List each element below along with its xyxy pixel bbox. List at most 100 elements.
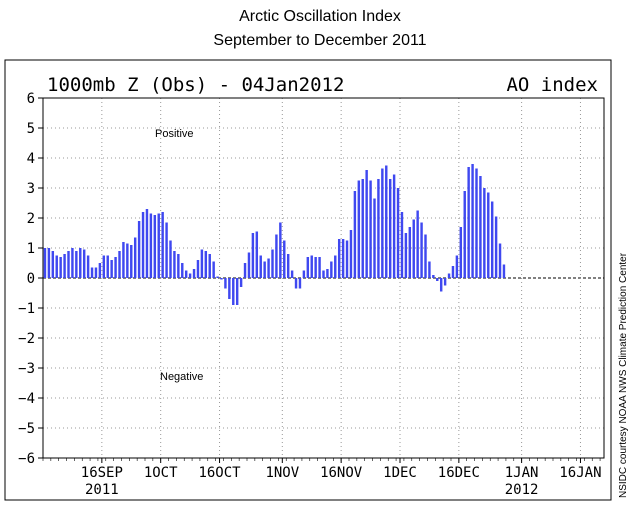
ao-bar	[467, 167, 470, 278]
x-tick-label: 16JAN	[559, 465, 601, 481]
ao-bar	[247, 252, 251, 278]
x-tick-sublabel: 2012	[505, 482, 539, 498]
ao-bar	[330, 261, 333, 278]
ao-bar	[188, 273, 192, 278]
ao-bar	[145, 209, 149, 278]
ao-bar	[373, 198, 376, 278]
ao-bar	[43, 248, 47, 278]
annotation-positive: Positive	[155, 128, 194, 140]
ao-bar	[310, 255, 313, 278]
ao-bar	[243, 263, 247, 278]
ao-bar	[275, 234, 278, 278]
ao-bar	[290, 270, 294, 278]
ao-bar	[439, 278, 443, 292]
x-tick-label: 16NOV	[320, 465, 363, 481]
ao-bar	[212, 261, 215, 278]
ao-bar	[451, 266, 455, 278]
ao-bar	[157, 213, 160, 278]
x-tick-label: 1NOV	[265, 465, 299, 481]
y-tick-label: 5	[27, 121, 35, 137]
ao-bar	[443, 278, 447, 286]
header-left: 1000mb Z (Obs) - 04Jan2012	[47, 74, 344, 96]
annotation-negative: Negative	[160, 371, 203, 383]
ao-bar	[388, 179, 392, 278]
ao-bar	[416, 210, 419, 278]
ao-bar	[181, 263, 184, 278]
ao-bar	[177, 254, 180, 278]
ao-bar	[149, 213, 153, 278]
ao-bar	[385, 165, 388, 278]
ao-bar	[392, 174, 396, 278]
ao-bar	[63, 254, 66, 278]
ao-bar	[86, 255, 90, 278]
x-tick-label: 16DEC	[438, 465, 480, 481]
ao-bar	[404, 233, 408, 278]
ao-bar	[353, 191, 357, 278]
ao-bar	[239, 278, 243, 287]
ao-bar	[490, 201, 494, 278]
credit-text: NSIDC courtesy NOAA NWS Climate Predicti…	[618, 252, 629, 498]
ao-bar	[502, 264, 506, 278]
ao-bar	[126, 243, 129, 278]
ao-bar	[71, 248, 74, 278]
ao-bar	[412, 219, 415, 278]
ao-bar	[47, 248, 51, 278]
ao-bar	[165, 222, 168, 278]
ao-bar	[102, 255, 106, 278]
ao-bar	[235, 278, 239, 305]
ao-bar	[424, 234, 427, 278]
ao-bar	[98, 263, 102, 278]
y-tick-label: 0	[27, 271, 35, 287]
x-tick-label: 16SEP	[81, 465, 123, 481]
x-tick-sublabel: 2011	[85, 482, 119, 498]
ao-bar	[294, 278, 298, 289]
y-tick-label: 4	[27, 151, 35, 167]
ao-bar	[79, 248, 82, 278]
ao-bar	[322, 270, 325, 278]
ao-bar	[224, 278, 227, 289]
ao-bar	[267, 258, 270, 278]
ao-bar	[279, 222, 282, 278]
bars-layer	[43, 164, 506, 305]
ao-bar	[341, 239, 345, 278]
ao-bar	[75, 251, 78, 278]
y-tick-label: −5	[18, 421, 35, 437]
ao-bar	[200, 249, 204, 278]
ao-bar	[196, 260, 200, 278]
ao-bar	[420, 222, 423, 278]
ao-bar	[169, 240, 172, 278]
chart-subtitle: September to December 2011	[213, 32, 427, 49]
ao-bar	[455, 255, 459, 278]
ao-bar	[232, 278, 235, 305]
grid-layer	[43, 98, 604, 458]
ao-bar	[59, 257, 62, 278]
ao-bar	[306, 257, 310, 278]
y-tick-label: 3	[27, 181, 35, 197]
x-tick-label: 1DEC	[383, 465, 417, 481]
ao-bar	[408, 227, 412, 278]
outer-frame	[4, 59, 612, 501]
ao-bar	[192, 269, 196, 278]
ao-bar	[396, 188, 400, 278]
plot-frame	[42, 97, 605, 459]
y-tick-label: 2	[27, 211, 35, 227]
y-tick-label: −3	[18, 361, 35, 377]
ao-bar	[349, 230, 353, 278]
ao-bar	[436, 278, 439, 281]
ao-bar	[255, 231, 259, 278]
ao-bar	[94, 267, 98, 278]
ao-bar	[51, 251, 55, 278]
y-tick-label: −4	[18, 391, 35, 407]
ao-bar	[263, 261, 266, 278]
x-tick-label: 16OCT	[198, 465, 241, 481]
ao-bar	[271, 249, 274, 278]
ao-bar	[133, 237, 137, 278]
ao-bar	[471, 164, 474, 278]
ao-bar	[118, 251, 121, 278]
ao-bar	[318, 257, 321, 278]
y-tick-label: −2	[18, 331, 35, 347]
ao-bar	[494, 216, 498, 278]
x-tick-label: 1JAN	[505, 465, 539, 481]
y-tick-label: −6	[18, 451, 35, 467]
